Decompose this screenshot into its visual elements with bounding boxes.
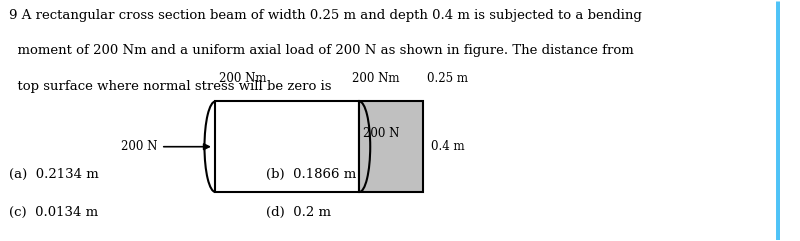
Text: 200 Nm: 200 Nm bbox=[219, 72, 266, 85]
Text: 9 A rectangular cross section beam of width 0.25 m and depth 0.4 m is subjected : 9 A rectangular cross section beam of wi… bbox=[9, 8, 642, 21]
Text: top surface where normal stress will be zero is: top surface where normal stress will be … bbox=[9, 80, 332, 93]
Text: moment of 200 Nm and a uniform axial load of 200 N as shown in figure. The dista: moment of 200 Nm and a uniform axial loa… bbox=[9, 44, 634, 57]
Text: 0.4 m: 0.4 m bbox=[431, 140, 465, 153]
Text: 0.25 m: 0.25 m bbox=[427, 72, 468, 85]
Text: (c)  0.0134 m: (c) 0.0134 m bbox=[9, 206, 98, 219]
Text: (a)  0.2134 m: (a) 0.2134 m bbox=[9, 168, 99, 181]
Text: (d)  0.2 m: (d) 0.2 m bbox=[266, 206, 331, 219]
Text: (b)  0.1866 m: (b) 0.1866 m bbox=[266, 168, 356, 181]
Bar bbox=[359, 101, 423, 192]
Bar bbox=[215, 101, 359, 192]
Text: 200 N: 200 N bbox=[121, 140, 157, 153]
Text: 200 Nm: 200 Nm bbox=[351, 72, 399, 85]
Text: 200 N: 200 N bbox=[363, 127, 400, 140]
